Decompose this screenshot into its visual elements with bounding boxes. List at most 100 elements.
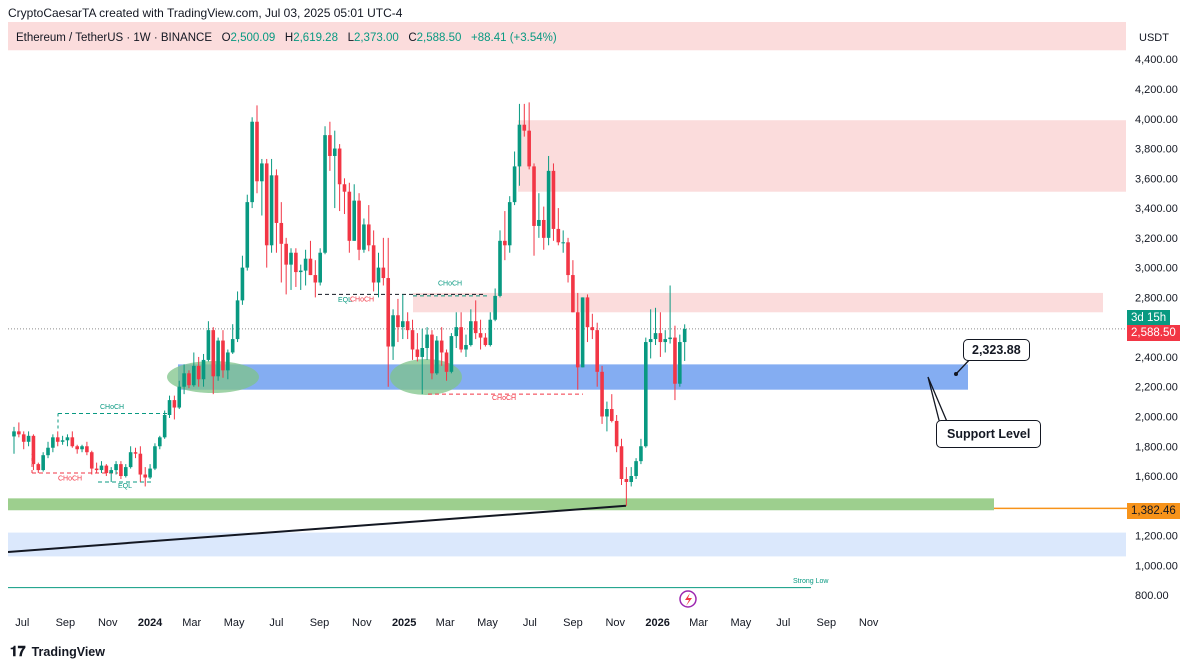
candle-body <box>634 461 638 477</box>
candle-body <box>629 476 634 482</box>
x-tick-label: Nov <box>605 617 625 629</box>
candle-body <box>313 275 318 283</box>
candle-body <box>196 365 201 380</box>
callout-pointer-dot <box>954 372 958 376</box>
candle-body <box>439 340 444 353</box>
candle-body <box>70 437 75 447</box>
choch-label-2: CHoCH <box>58 475 82 482</box>
candle-body <box>182 373 186 387</box>
candle-body <box>230 339 235 353</box>
trendline <box>8 504 627 553</box>
candle-body <box>308 258 313 276</box>
candle-body <box>541 219 546 238</box>
candle-body <box>138 453 143 475</box>
candle-body <box>464 345 468 350</box>
candle-body <box>653 333 658 340</box>
candle-body <box>444 352 449 372</box>
candle-body <box>250 121 254 203</box>
x-tick-label: Nov <box>352 617 372 629</box>
y-tick-label: 1,600.00 <box>1135 471 1178 483</box>
candle-body <box>31 435 36 465</box>
x-tick-label: May <box>477 617 498 629</box>
candle-body <box>240 267 245 301</box>
candle-body <box>595 330 599 372</box>
x-tick-label: Jul <box>523 617 537 629</box>
candle-body <box>264 163 269 246</box>
candle-body <box>658 333 663 343</box>
y-tick-label: 3,200.00 <box>1135 233 1178 245</box>
x-tick-label: Jul <box>269 617 283 629</box>
candle-body <box>284 243 288 265</box>
candle-body <box>26 435 31 442</box>
candle-body <box>614 420 619 447</box>
candle-body <box>260 163 264 182</box>
zone-upper-supply <box>8 22 1126 51</box>
candle-body <box>488 319 493 346</box>
candle-body <box>425 334 429 349</box>
candle-body <box>522 124 527 131</box>
x-tick-label: Sep <box>563 617 583 629</box>
candle-body <box>507 202 512 246</box>
candle-body <box>648 339 653 343</box>
candle-body <box>527 130 531 167</box>
low-label: L <box>347 32 354 44</box>
candle-body <box>420 348 425 357</box>
candle-body <box>323 135 327 253</box>
candle-body <box>435 340 439 374</box>
x-tick-label: 2026 <box>645 617 669 629</box>
choch-label-1: CHoCH <box>100 404 124 411</box>
candle-body <box>517 124 522 167</box>
choch-label-3: CHoCH <box>350 297 374 304</box>
choch-label-5: CHoCH <box>492 395 516 402</box>
candle-body <box>430 334 434 374</box>
candle-body <box>357 200 361 250</box>
candle-body <box>51 437 55 448</box>
candle-body <box>274 175 279 223</box>
candle-body <box>605 409 609 417</box>
chart-caption: CryptoCaesarTA created with TradingView.… <box>8 6 403 20</box>
zone-supply <box>518 120 1126 192</box>
x-tick-label: Jul <box>776 617 790 629</box>
candle-body <box>337 148 342 185</box>
candle-body <box>551 170 556 229</box>
eql-label-2: EQL <box>338 297 352 304</box>
zone-base <box>8 498 994 511</box>
y-tick-label: 3,400.00 <box>1135 203 1178 215</box>
candle-body <box>585 297 590 328</box>
y-tick-label: 1,000.00 <box>1135 560 1178 572</box>
candle-body <box>561 242 565 244</box>
candle-body <box>415 349 420 357</box>
candle-body <box>537 219 541 226</box>
eql-label-1: EQL <box>118 483 132 490</box>
y-tick-label: 3,800.00 <box>1135 144 1178 156</box>
x-tick-label: 2024 <box>138 617 163 629</box>
candle-body <box>590 327 595 331</box>
candle-body <box>609 409 614 421</box>
candle-body <box>94 468 99 471</box>
candle-body <box>639 446 643 462</box>
candle-body <box>36 464 41 471</box>
close-label: C <box>408 32 417 44</box>
x-tick-label: Nov <box>98 617 118 629</box>
candle-body <box>352 200 356 241</box>
open-label: O <box>221 32 231 44</box>
candle-body <box>366 224 371 246</box>
candle-body <box>512 166 517 203</box>
chart-panel[interactable]: CHoCH CHoCH EQL EQL CHoCH CHoCH CHoCH Strong Lo… <box>8 22 1188 642</box>
zone-demand <box>178 364 968 390</box>
candle-body <box>80 446 84 450</box>
candle-body <box>381 267 386 279</box>
y-tick-label: 3,600.00 <box>1135 173 1178 185</box>
candle-body <box>410 330 415 350</box>
tradingview-brand: 𝟏𝟕 TradingView <box>10 643 105 660</box>
candle-body <box>55 437 60 442</box>
candle-body <box>575 312 580 368</box>
candle-body <box>362 224 366 250</box>
candle-body <box>85 446 89 453</box>
x-tick-label: Mar <box>436 617 455 629</box>
candle-body <box>75 446 79 450</box>
y-axis-title: USDT <box>1139 32 1169 44</box>
candle-body <box>342 184 347 192</box>
candle-body <box>153 446 157 469</box>
